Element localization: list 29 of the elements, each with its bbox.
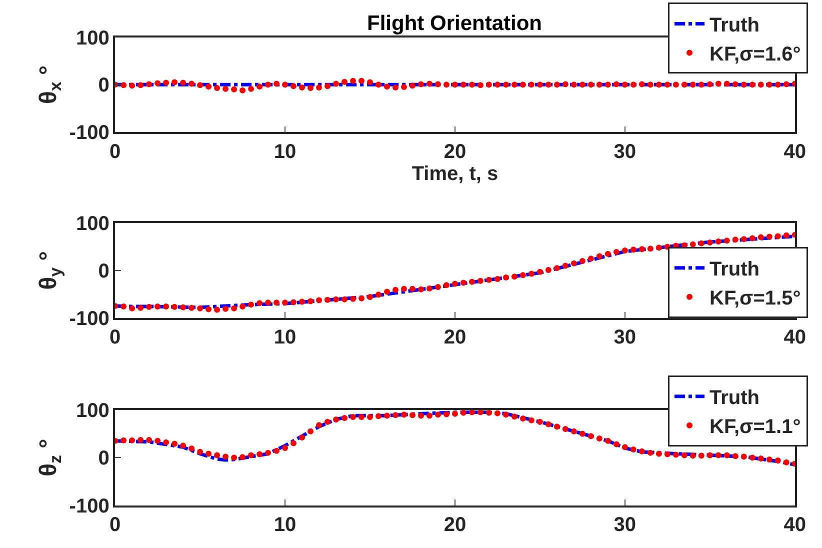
legend-label: Truth [710, 387, 760, 410]
y-tick-label: 100 [76, 213, 110, 236]
legend-label: KF,σ=1.6° [710, 44, 801, 66]
x-tick-label: 40 [784, 326, 806, 349]
legend-label: KF,σ=1.5° [710, 288, 801, 310]
chart-title: Flight Orientation [367, 12, 542, 35]
legend-label: Truth [710, 258, 760, 281]
y-tick-label: 0 [98, 74, 110, 97]
legend-label: Truth [710, 14, 760, 37]
y-tick-label: -100 [69, 308, 110, 330]
x-tick-label: 20 [444, 140, 466, 163]
x-tick-label: 20 [444, 326, 466, 349]
x-tick-label: 10 [274, 514, 296, 536]
x-axis-title: Time, t, s [412, 162, 498, 185]
y-tick-label: 0 [98, 260, 110, 282]
x-tick-label: 40 [784, 140, 806, 163]
x-tick-label: 10 [274, 140, 296, 163]
y-tick-label: 0 [98, 448, 110, 470]
x-tick-label: 30 [614, 326, 636, 349]
x-tick-label: 10 [274, 326, 296, 349]
y-tick-label: -100 [69, 122, 110, 144]
x-tick-label: 30 [614, 140, 636, 163]
legend-label: KF,σ=1.1° [710, 416, 801, 438]
y-tick-label: -100 [69, 495, 110, 518]
y-tick-label: 100 [76, 27, 110, 50]
x-tick-label: 30 [614, 514, 636, 536]
y-tick-label: 100 [76, 400, 110, 422]
x-tick-label: 40 [784, 514, 806, 536]
x-tick-label: 20 [444, 514, 466, 536]
